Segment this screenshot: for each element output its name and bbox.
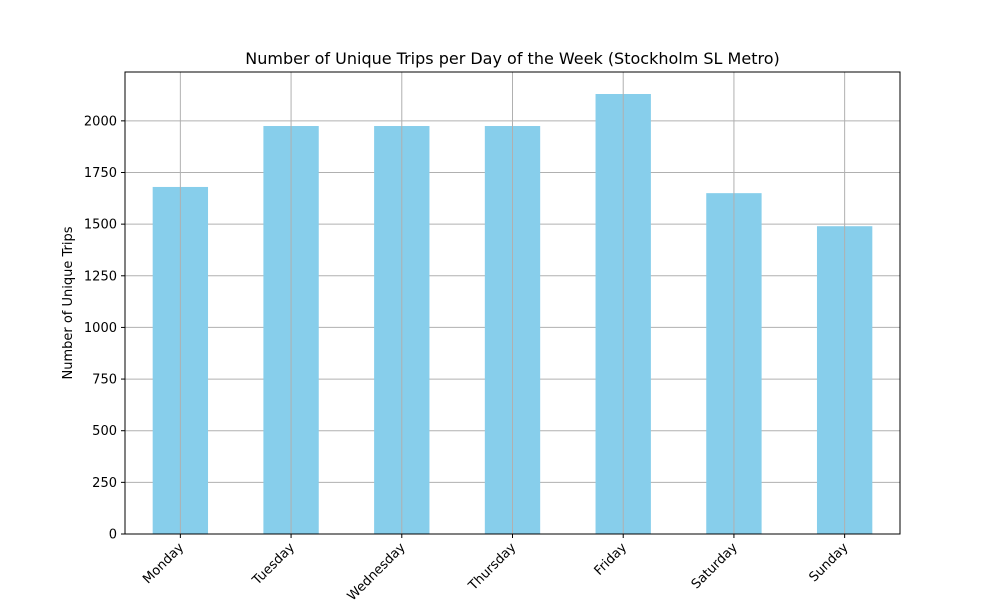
y-axis-label: Number of Unique Trips bbox=[61, 226, 76, 379]
plot-frame bbox=[124, 71, 901, 535]
y-tick-label: 750 bbox=[92, 373, 117, 388]
y-tick-label: 250 bbox=[92, 476, 117, 491]
x-tick-label: Monday bbox=[140, 540, 187, 587]
x-grid-lines bbox=[179, 72, 846, 534]
y-tick-label: 1250 bbox=[84, 269, 117, 284]
x-tick-label: Sunday bbox=[806, 540, 851, 585]
y-tick-label: 1750 bbox=[84, 166, 117, 181]
y-tick-label: 2000 bbox=[84, 114, 117, 129]
x-tick-label: Friday bbox=[592, 540, 631, 579]
y-tick-label: 0 bbox=[109, 528, 117, 543]
y-tick-label: 1500 bbox=[84, 218, 117, 233]
chart-title: Number of Unique Trips per Day of the We… bbox=[245, 49, 779, 68]
x-tick-label: Tuesday bbox=[249, 540, 298, 589]
x-tick-label: Thursday bbox=[465, 540, 519, 594]
x-tick-label: Wednesday bbox=[345, 540, 409, 600]
y-tick-label: 1000 bbox=[84, 321, 117, 336]
y-tick-label: 500 bbox=[92, 424, 117, 439]
x-tick-label: Saturday bbox=[689, 540, 741, 592]
